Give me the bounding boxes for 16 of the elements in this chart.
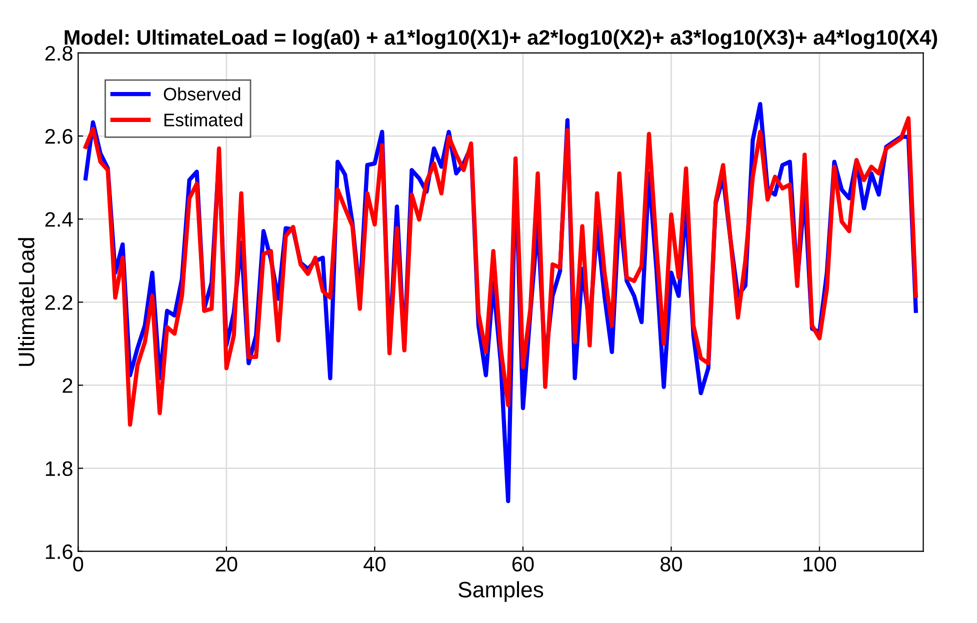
x-tick-label: 100 <box>804 556 836 572</box>
y-tick-label: 2.4 <box>45 212 73 227</box>
x-tick-label: 60 <box>512 556 534 572</box>
x-tick-label: 0 <box>73 556 84 572</box>
x-axis-title: Samples <box>458 581 544 602</box>
legend-label: Estimated <box>164 113 242 126</box>
y-tick-label: 2.2 <box>45 295 72 310</box>
y-tick-label: 2.6 <box>45 129 72 144</box>
x-tick-label: 20 <box>216 556 238 572</box>
y-tick-label: 1.8 <box>46 461 72 476</box>
legend-label: Observed <box>164 87 240 101</box>
x-tick-label: 40 <box>364 556 386 572</box>
y-axis-title: UltimateLoad <box>18 238 34 366</box>
y-tick-label: 1.6 <box>46 544 72 560</box>
x-tick-label: 80 <box>660 556 682 572</box>
y-tick-label: 2 <box>62 378 72 393</box>
